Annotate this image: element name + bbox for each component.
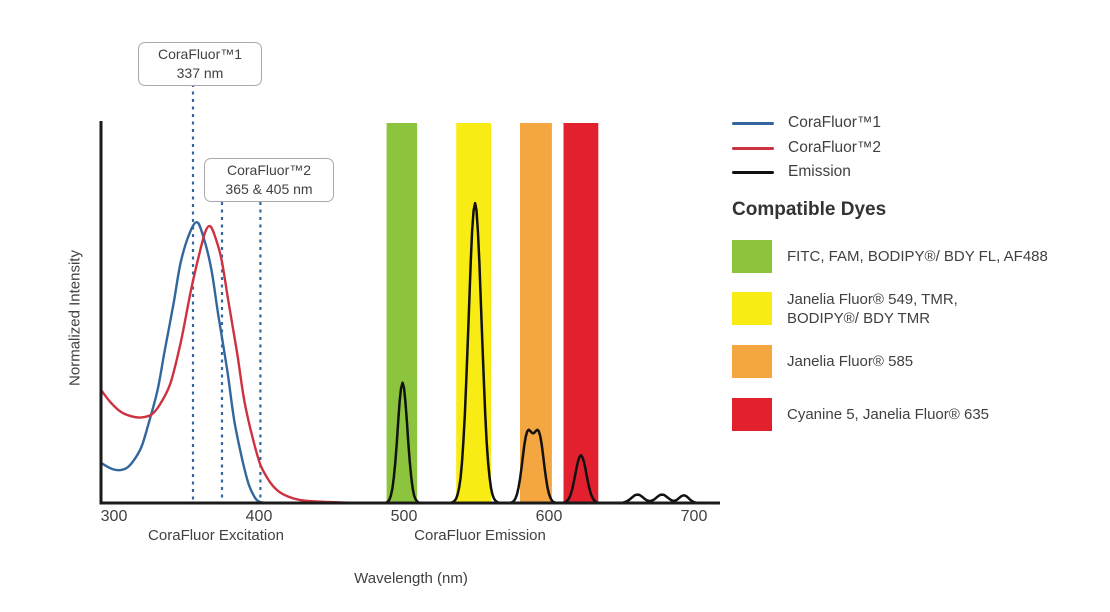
excitation-curve-corafluor1 xyxy=(99,221,266,505)
legend-item-emission: Emission xyxy=(732,163,851,180)
legend-item-corafluor1: CoraFluor™1 xyxy=(732,114,882,131)
dye-row-red: Cyanine 5, Janelia Fluor® 635 xyxy=(732,398,989,431)
x-tick-500: 500 xyxy=(391,508,418,525)
dye-row-orange: Janelia Fluor® 585 xyxy=(732,345,913,378)
x-tick-300: 300 xyxy=(101,508,128,525)
emission-curve xyxy=(337,201,720,505)
annotation-corafluor1: CoraFluor™1 337 nm xyxy=(138,42,262,86)
annotation-corafluor1-title: CoraFluor™1 xyxy=(157,46,243,62)
dye-swatch-yellow xyxy=(732,292,772,325)
dye-row-green: FITC, FAM, BODIPY®/ BDY FL, AF488 xyxy=(732,240,1048,273)
dye-label-yellow: Janelia Fluor® 549, TMR, BODIPY®/ BDY TM… xyxy=(787,290,958,327)
legend-label-emission: Emission xyxy=(788,163,851,180)
excitation-curve-corafluor2 xyxy=(99,224,359,505)
dye-label-orange: Janelia Fluor® 585 xyxy=(787,353,914,370)
axis-lines xyxy=(99,121,720,505)
legend-line-corafluor2 xyxy=(732,146,774,150)
x-tick-400: 400 xyxy=(246,508,273,525)
x-caption-emission: CoraFluor Emission xyxy=(414,527,546,544)
x-axis-title: Wavelength (nm) xyxy=(354,570,468,587)
legend-line-emission xyxy=(732,170,774,174)
x-tick-700: 700 xyxy=(681,508,708,525)
dye-label-green: FITC, FAM, BODIPY®/ BDY FL, AF488 xyxy=(787,248,1048,265)
dye-swatch-green xyxy=(732,240,772,273)
y-axis-label: Normalized Intensity xyxy=(66,250,84,386)
annotation-corafluor2-value: 365 & 405 nm xyxy=(225,181,313,197)
legend-label-corafluor1: CoraFluor™1 xyxy=(788,114,882,131)
dye-label-red: Cyanine 5, Janelia Fluor® 635 xyxy=(787,406,990,423)
annotation-corafluor2: CoraFluor™2 365 & 405 nm xyxy=(204,158,334,202)
compatible-dyes-title: Compatible Dyes xyxy=(732,199,887,220)
dye-swatch-red xyxy=(732,398,772,431)
x-caption-excitation: CoraFluor Excitation xyxy=(148,527,284,544)
dye-swatch-orange xyxy=(732,345,772,378)
dye-row-yellow: Janelia Fluor® 549, TMR, BODIPY®/ BDY TM… xyxy=(732,290,958,327)
legend-label-corafluor2: CoraFluor™2 xyxy=(788,139,882,156)
annotation-corafluor2-title: CoraFluor™2 xyxy=(226,162,312,178)
legend-line-corafluor1 xyxy=(732,121,774,125)
annotation-corafluor1-value: 337 nm xyxy=(176,65,224,81)
band-green xyxy=(386,123,418,502)
legend-item-corafluor2: CoraFluor™2 xyxy=(732,139,882,156)
x-tick-600: 600 xyxy=(536,508,563,525)
band-red xyxy=(563,123,599,502)
band-yellow xyxy=(456,123,491,502)
